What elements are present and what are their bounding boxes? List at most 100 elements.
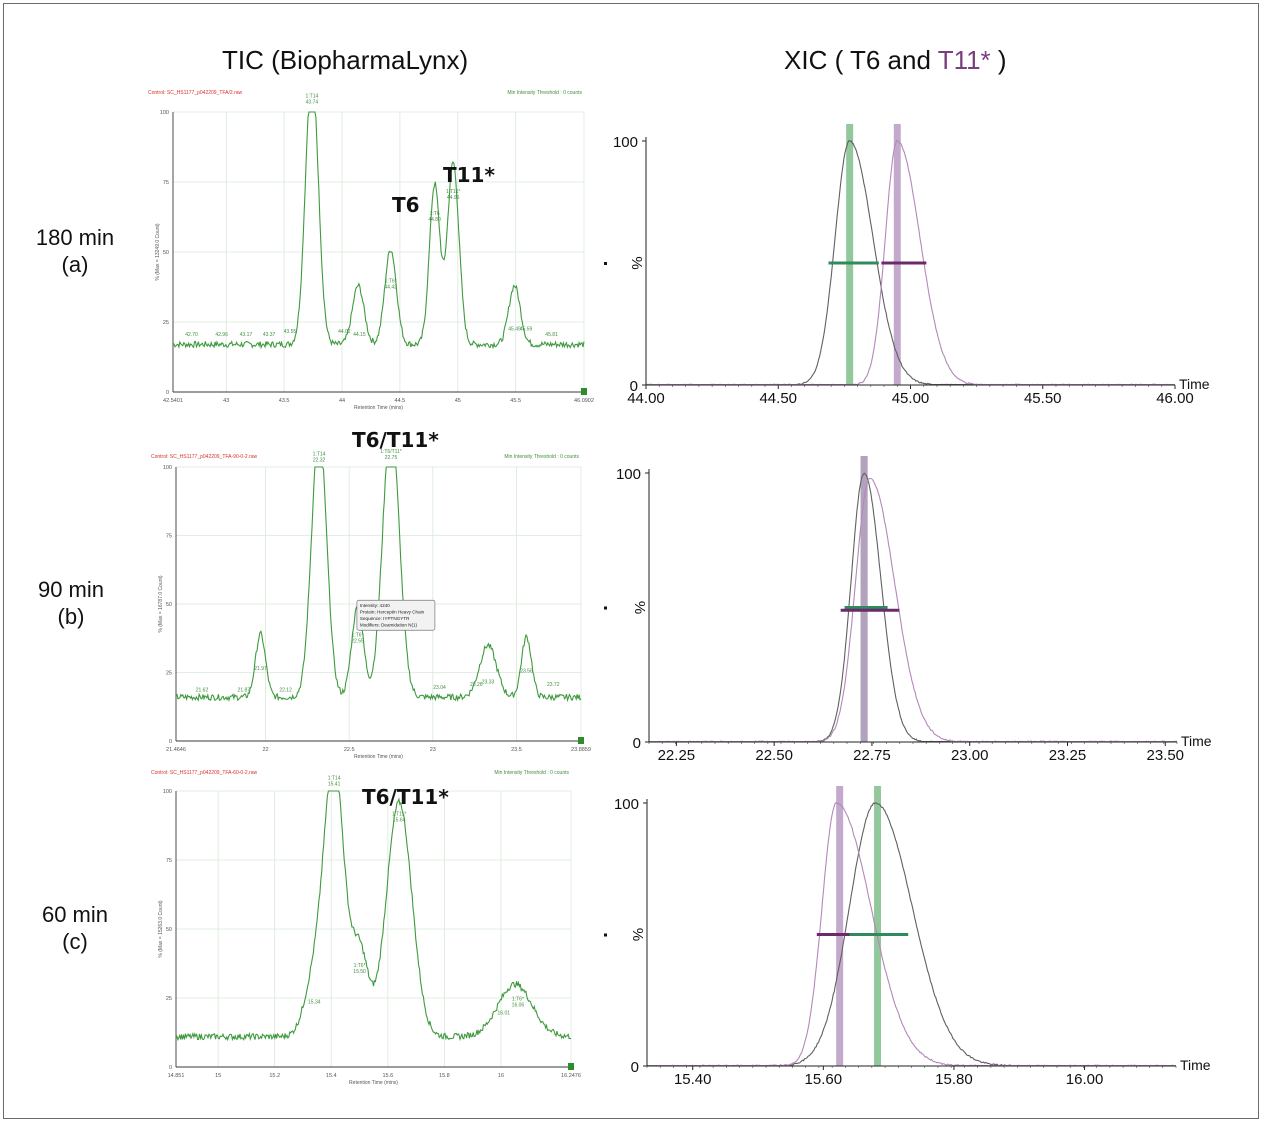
tic-peak-callout: T6/T11* — [352, 428, 439, 452]
tic-tooltip-line: Sequence: IYPTNGYTR — [360, 616, 410, 621]
xic-title-suffix: ) — [990, 45, 1007, 75]
tic-peak-annotation: 1:T11* — [392, 811, 406, 817]
xic-title-t11: T11* — [937, 45, 991, 75]
tic-tooltip-line: Protein: Herceptin Heavy Chain — [360, 610, 425, 615]
xic-x-tick-label: 45.00 — [892, 390, 930, 407]
tic-header-right: Min Intensity Threshold : 0 counts — [494, 770, 569, 776]
row-time-b: 90 min — [37, 577, 105, 602]
xic-trace-t11 — [647, 801, 1176, 1067]
tic-x-tick-label: 21.4646 — [166, 747, 186, 753]
tic-end-marker — [578, 737, 584, 744]
xic-rt-bar-t11 — [860, 456, 868, 742]
xic-x-tick-label: 23.00 — [951, 747, 989, 764]
xic-rt-bar-t11 — [836, 786, 844, 1066]
xic-y-tick-label: 100 — [616, 466, 641, 483]
xic-x-tick-label: 44.50 — [759, 390, 797, 407]
tic-peak-rt-label: 15.34 — [308, 1000, 321, 1006]
tic-peak-rt-label: 43.17 — [240, 332, 253, 338]
tic-y-tick-label: 0 — [169, 739, 172, 745]
tic-x-tick-label: 45.5 — [510, 398, 521, 404]
xic-trace-t11 — [648, 477, 1177, 743]
tic-peak-rt-label: 42.96 — [215, 332, 228, 338]
tic-y-tick-label: 25 — [163, 320, 169, 326]
tic-peak-callout-2: T11* — [443, 163, 495, 187]
tic-y-tick-label: 75 — [166, 534, 172, 540]
xic-y-axis-label: % — [629, 928, 646, 941]
tic-header-left: Control: SC_HS1177_p042209_TFA/2.raw — [148, 90, 243, 96]
tic-peak-annotation: 1:T6* — [385, 278, 397, 284]
tic-panel-0: 42.5401 43 43.5 44 44.5 45 45.5 46.0902 0 25 50 75 1… — [148, 90, 594, 411]
tic-peak-rt-label: 22.75 — [385, 455, 398, 461]
xic-y-axis-label: % — [631, 601, 648, 614]
tic-y-tick-label: 100 — [163, 789, 172, 795]
tic-peak-rt-label: 43.37 — [263, 332, 276, 338]
tic-x-tick-label: 15.6 — [382, 1073, 393, 1079]
tic-peak-rt-label: 21.87 — [238, 688, 251, 694]
tic-panel-1: 21.4646 22 22.5 23 23.5 23.8859 0 25 50 75 100 Cont… — [151, 428, 591, 760]
tic-x-tick-label: 14.851 — [168, 1073, 185, 1079]
tic-peak-rt-label: 16.01 — [498, 1011, 511, 1017]
tic-tooltip-box — [356, 599, 436, 631]
tic-y-axis-label: % (Max = 13249.0 Count) — [155, 223, 161, 280]
tic-peak-rt-label: 23.33 — [482, 679, 495, 685]
tic-y-tick-label: 100 — [160, 110, 169, 116]
tic-peak-rt-label: 43.74 — [306, 100, 319, 106]
tic-end-marker — [568, 1063, 574, 1070]
xic-trace-t6 — [649, 472, 1178, 743]
tic-trace — [175, 790, 572, 1042]
tic-header-right: Min Intensity Threshold : 0 counts — [507, 90, 582, 96]
tic-peak-rt-label: 21.97 — [254, 666, 267, 672]
tic-x-tick-label: 44.5 — [395, 398, 406, 404]
tic-x-tick-label: 45 — [455, 398, 461, 404]
xic-x-tick-label: 22.50 — [755, 747, 793, 764]
tic-y-tick-label: 0 — [166, 390, 169, 396]
tic-peak-rt-label: 15.64 — [393, 817, 406, 823]
tic-panel-2: 14.851 15 15.2 15.4 15.6 15.8 16 16.2476 0 25 50 75… — [151, 770, 581, 1086]
tic-trace — [172, 111, 585, 350]
tic-peak-rt-label: 22.12 — [279, 688, 292, 694]
tic-x-tick-label: 23.5 — [511, 747, 522, 753]
xic-x-tick-label: 23.50 — [1146, 747, 1184, 764]
row-time-c: 60 min — [41, 902, 109, 927]
tic-header-right: Min Intensity Threshold : 0 counts — [504, 454, 579, 460]
tic-x-tick-label: 46.0902 — [574, 398, 594, 404]
tic-peak-annotation: 1:T14 — [313, 452, 326, 458]
tic-y-tick-label: 50 — [163, 250, 169, 256]
row-letter-c: (c) — [62, 929, 88, 954]
tic-peak-rt-label: 23.56 — [520, 669, 533, 675]
tic-peak-rt-label: 45.49 — [508, 326, 521, 332]
tic-x-tick-label: 23.8859 — [571, 747, 591, 753]
xic-x-tick-label: 22.25 — [658, 747, 696, 764]
xic-x-axis-label: Time — [1181, 733, 1212, 749]
tic-x-tick-label: 44 — [339, 398, 345, 404]
xic-x-tick-label: 23.25 — [1049, 747, 1087, 764]
tic-peak-rt-label: 43.55 — [284, 329, 297, 335]
row-time-a: 180 min — [35, 225, 115, 250]
tic-y-axis-label: % (Max = 15263.0 Count) — [158, 900, 164, 957]
tic-y-tick-label: 100 — [163, 465, 172, 471]
tic-peak-rt-label: 23.72 — [547, 682, 560, 688]
xic-x-tick-label: 46.00 — [1156, 390, 1194, 407]
xic-axis-dot — [604, 933, 607, 937]
tic-y-tick-label: 75 — [166, 858, 172, 864]
xic-x-tick-label: 15.80 — [935, 1071, 973, 1088]
tic-y-tick-label: 0 — [169, 1065, 172, 1071]
row-label-b: 90 min (b) — [16, 576, 126, 630]
tic-header-left: Control: SC_HS1177_p042209_TFA-60-0-2.ra… — [151, 770, 257, 776]
tic-peak-rt-label: 15.41 — [328, 781, 341, 787]
xic-y-tick-label: 100 — [613, 134, 638, 151]
tic-x-tick-label: 22.5 — [344, 747, 355, 753]
tic-peak-rt-label: 23.26 — [470, 682, 483, 688]
tic-x-tick-label: 15 — [215, 1073, 221, 1079]
tic-peak-annotation: 1:T6/T11* — [380, 449, 402, 455]
row-letter-b: (b) — [57, 604, 85, 629]
tic-x-tick-label: 43 — [223, 398, 229, 404]
tic-peak-callout: T6 — [392, 193, 420, 217]
tic-x-axis-label: Retention Time (mins) — [354, 405, 403, 411]
xic-axis-dot — [604, 606, 607, 610]
tic-header-left: Control: SC_HS1177_p042209_TFA-90-0-2.ra… — [151, 454, 257, 460]
figure-frame — [3, 3, 1259, 1119]
tic-peak-annotation: 1:T6* — [352, 632, 364, 638]
